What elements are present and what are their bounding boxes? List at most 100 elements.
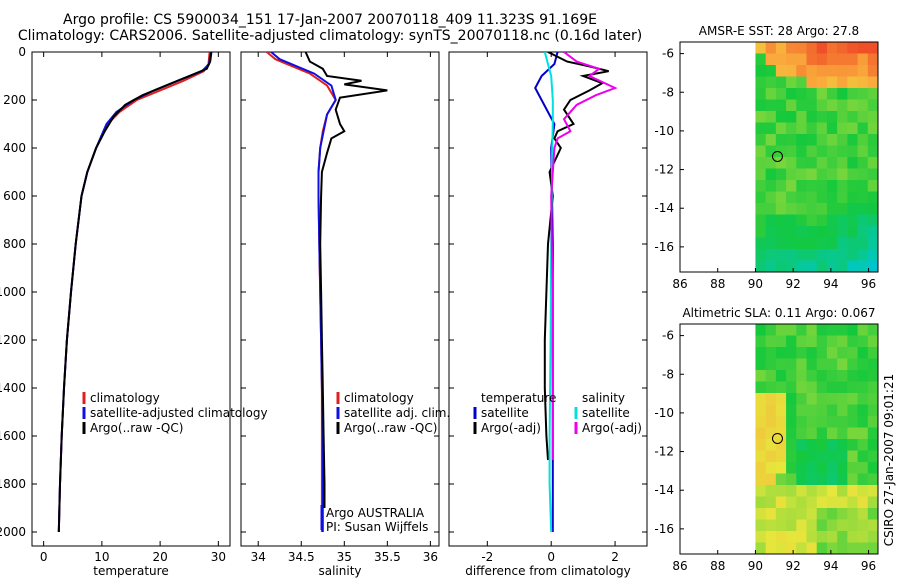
sla_map-cell bbox=[867, 335, 879, 348]
sla_map-cell bbox=[806, 519, 818, 532]
sst_map-cell bbox=[765, 53, 777, 66]
sst_map-cell bbox=[837, 111, 848, 123]
sst_map-cell bbox=[857, 134, 869, 146]
temperature-xtick-label: 0 bbox=[40, 550, 48, 564]
sst_map-cell bbox=[765, 42, 777, 54]
sst_map-cell bbox=[867, 203, 879, 215]
sst_map-cell bbox=[765, 191, 777, 204]
sst_map-cell bbox=[826, 134, 838, 146]
sst_map-cell bbox=[847, 134, 859, 146]
sst_map-cell bbox=[826, 88, 838, 100]
sla_map-cell bbox=[816, 416, 828, 428]
sst_map-cell bbox=[847, 214, 859, 227]
difference-series-group bbox=[534, 52, 618, 533]
sla_map-cell bbox=[826, 496, 838, 509]
sla_map-cell bbox=[847, 404, 859, 417]
sla_map-cell bbox=[796, 519, 807, 532]
salinity-xtick-label: 34 bbox=[251, 550, 266, 564]
sla_map-cell bbox=[857, 404, 869, 417]
sla_map-cell bbox=[796, 347, 807, 359]
sla_map-cell bbox=[775, 462, 787, 474]
sst_map-cell bbox=[867, 53, 879, 66]
sla_map-cell bbox=[847, 519, 859, 532]
sst_map-cell bbox=[867, 249, 879, 261]
sla_map-cell bbox=[867, 416, 879, 428]
sst_map-cell bbox=[816, 203, 828, 215]
sla_map-cell bbox=[837, 485, 848, 497]
temperature-ytick-label: 800 bbox=[3, 237, 26, 251]
sst_map-cell bbox=[867, 157, 879, 169]
sst_map-cell bbox=[765, 157, 777, 169]
sst_map-cell bbox=[755, 168, 767, 181]
sst_map-cell bbox=[786, 249, 797, 261]
sla_map-cell bbox=[786, 427, 797, 440]
sst_map-cell bbox=[775, 122, 787, 135]
sla_map-cell bbox=[847, 347, 859, 359]
sst_map-xtick-label: 88 bbox=[710, 277, 725, 291]
sst_map-cell bbox=[867, 260, 879, 273]
sst_map-cell bbox=[826, 65, 838, 77]
sla_map-frame bbox=[679, 323, 879, 555]
sla_map-cell bbox=[765, 347, 777, 359]
sla_map-xtick-label: 86 bbox=[672, 559, 687, 573]
sst_map-cell bbox=[786, 65, 797, 77]
sla_map-cell bbox=[837, 473, 848, 486]
sst_map-cell bbox=[765, 145, 777, 158]
salinity-xtick-label: 36 bbox=[423, 550, 438, 564]
sla_map-cell bbox=[816, 358, 828, 371]
sst_map-cell bbox=[786, 42, 797, 54]
sla_map-cell bbox=[837, 381, 848, 394]
difference-frame bbox=[448, 51, 648, 547]
sla_map-cell bbox=[786, 358, 797, 371]
sst_map-cell bbox=[837, 53, 848, 66]
sal-annotation-line2: PI: Susan Wijffels bbox=[326, 520, 428, 534]
sla_map-cell bbox=[816, 393, 828, 405]
sla_map-cell bbox=[765, 335, 777, 348]
sst_map-cell bbox=[786, 53, 797, 66]
temp-legend-argo-label: Argo(..raw -QC) bbox=[90, 421, 183, 435]
sla_map-cell bbox=[837, 519, 848, 532]
sla_map-cell bbox=[826, 381, 838, 394]
sst_map-cell bbox=[806, 180, 818, 192]
sla_map-cell bbox=[755, 358, 767, 371]
temperature-panel: 0 10 20 30 temperature 0 200 400 600 800 1000 1200 1… bbox=[0, 45, 231, 578]
sst_map-cell bbox=[857, 191, 869, 204]
sst_map-cell bbox=[857, 168, 869, 181]
sla_map-cell bbox=[786, 335, 797, 348]
sla_map-cell bbox=[837, 393, 848, 405]
sla_map-cell bbox=[765, 427, 777, 440]
sst_map-cell bbox=[867, 237, 879, 250]
sla_map-cell bbox=[867, 358, 879, 371]
sla_map-cell bbox=[857, 370, 869, 382]
sla_map-cell bbox=[826, 416, 838, 428]
sla_map-cell bbox=[806, 347, 818, 359]
sst_map-cell bbox=[796, 65, 807, 77]
sst_map-cell bbox=[775, 168, 787, 181]
sst_map-cell bbox=[755, 249, 767, 261]
sst_map-cell bbox=[786, 145, 797, 158]
sla_map-cell bbox=[775, 542, 787, 555]
sla_map-cell bbox=[867, 531, 879, 543]
sst_map-cell bbox=[806, 191, 818, 204]
sst_map-cell bbox=[826, 191, 838, 204]
sal-legend-argo-label: Argo(..raw -QC) bbox=[344, 421, 437, 435]
sla_map-cell bbox=[806, 473, 818, 486]
sst_map-cell bbox=[806, 76, 818, 89]
sst_map-cell bbox=[816, 157, 828, 169]
sst_map-cell bbox=[786, 191, 797, 204]
sst_map-cell bbox=[806, 53, 818, 66]
sst_map-cell bbox=[786, 88, 797, 100]
sla_map-cell bbox=[765, 439, 777, 451]
sst_map-cell bbox=[816, 53, 828, 66]
sla_map-cell bbox=[847, 439, 859, 451]
sst_map-cell bbox=[847, 122, 859, 135]
sla_map-cell bbox=[775, 427, 787, 440]
sla_map-ytick-label: -8 bbox=[662, 367, 674, 381]
sst_map-cell bbox=[796, 226, 807, 238]
sst_map-cell bbox=[786, 203, 797, 215]
sst_map-cell bbox=[806, 260, 818, 273]
sst_map-cell bbox=[786, 226, 797, 238]
sst_map-cell bbox=[816, 134, 828, 146]
sla_map-cell bbox=[796, 393, 807, 405]
